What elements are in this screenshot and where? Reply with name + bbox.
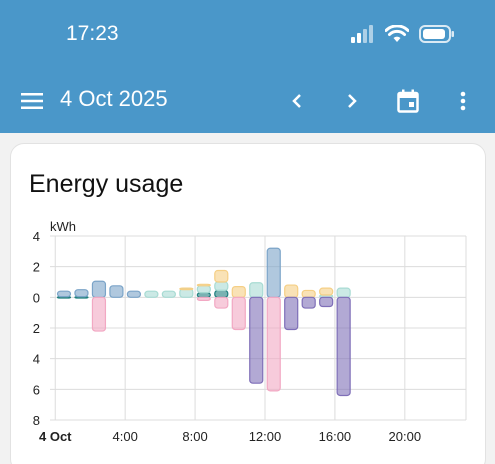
bar-segment[interactable] bbox=[301, 296, 316, 309]
bar-segment[interactable] bbox=[231, 286, 246, 298]
bar-segment[interactable] bbox=[336, 296, 351, 397]
y-tick-label: 4 bbox=[33, 229, 40, 244]
bar-segment[interactable] bbox=[319, 296, 334, 308]
x-tick-label: 4 Oct bbox=[39, 429, 72, 444]
battery-icon bbox=[419, 25, 454, 43]
chevron-right-icon bbox=[348, 94, 357, 108]
energy-card bbox=[10, 143, 486, 464]
calendar-icon bbox=[397, 89, 419, 113]
bar-segment[interactable] bbox=[196, 283, 211, 287]
y-tick-label: 4 bbox=[33, 352, 40, 367]
x-tick-label: 12:00 bbox=[249, 429, 282, 444]
bar-segment[interactable] bbox=[319, 287, 334, 296]
bar-segment[interactable] bbox=[74, 289, 89, 298]
bar-segment[interactable] bbox=[56, 290, 72, 298]
x-tick-label: 20:00 bbox=[389, 429, 422, 444]
previous-day-button[interactable] bbox=[282, 86, 312, 116]
bar-segment[interactable] bbox=[214, 281, 229, 292]
bar-segment[interactable] bbox=[266, 296, 281, 392]
bar-segment[interactable] bbox=[196, 285, 211, 294]
card-title: Energy usage bbox=[29, 170, 184, 198]
bar-segment[interactable] bbox=[196, 296, 211, 302]
more-vert-icon bbox=[460, 91, 466, 111]
bar-segment[interactable] bbox=[161, 290, 176, 298]
x-tick-label: 4:00 bbox=[113, 429, 138, 444]
chevron-left-icon bbox=[292, 94, 301, 108]
y-tick-label: 2 bbox=[33, 260, 40, 275]
bar-segment[interactable] bbox=[266, 247, 281, 298]
bar-segment[interactable] bbox=[144, 290, 159, 298]
status-icons bbox=[351, 22, 455, 46]
wifi-icon bbox=[385, 25, 409, 42]
x-tick-label: 16:00 bbox=[319, 429, 352, 444]
bar-segment[interactable] bbox=[249, 282, 264, 298]
bar-segment[interactable] bbox=[214, 296, 229, 309]
next-day-button[interactable] bbox=[337, 86, 367, 116]
selected-date[interactable]: 4 Oct 2025 bbox=[60, 86, 168, 111]
menu-icon bbox=[21, 93, 43, 109]
bar-segment[interactable] bbox=[126, 290, 141, 298]
bar-segment[interactable] bbox=[301, 289, 316, 298]
bar-segment[interactable] bbox=[196, 292, 211, 298]
menu-button[interactable] bbox=[16, 86, 48, 116]
calendar-button[interactable] bbox=[392, 85, 424, 117]
y-axis-unit: kWh bbox=[50, 219, 76, 234]
bar-segment[interactable] bbox=[91, 280, 107, 298]
y-tick-label: 8 bbox=[33, 413, 40, 428]
y-tick-label: 0 bbox=[33, 290, 40, 305]
y-tick-label: 2 bbox=[33, 321, 40, 336]
app-bar: 17:23 4 Oct 2025 bbox=[0, 0, 495, 133]
more-options-button[interactable] bbox=[450, 86, 476, 116]
bar-segment[interactable] bbox=[214, 269, 229, 283]
bar-segment[interactable] bbox=[179, 287, 194, 291]
bar-segment[interactable] bbox=[249, 296, 264, 384]
signal-icon bbox=[351, 25, 373, 43]
status-time: 17:23 bbox=[66, 22, 119, 45]
y-tick-label: 6 bbox=[33, 382, 40, 397]
bar-segment[interactable] bbox=[284, 284, 299, 298]
bar-segment[interactable] bbox=[214, 289, 229, 298]
bar-segment[interactable] bbox=[284, 296, 299, 331]
x-tick-label: 8:00 bbox=[182, 429, 207, 444]
bar-segment[interactable] bbox=[231, 296, 246, 331]
bar-segment[interactable] bbox=[91, 296, 107, 332]
bar-segment[interactable] bbox=[109, 285, 124, 298]
bar-segment[interactable] bbox=[336, 287, 351, 298]
